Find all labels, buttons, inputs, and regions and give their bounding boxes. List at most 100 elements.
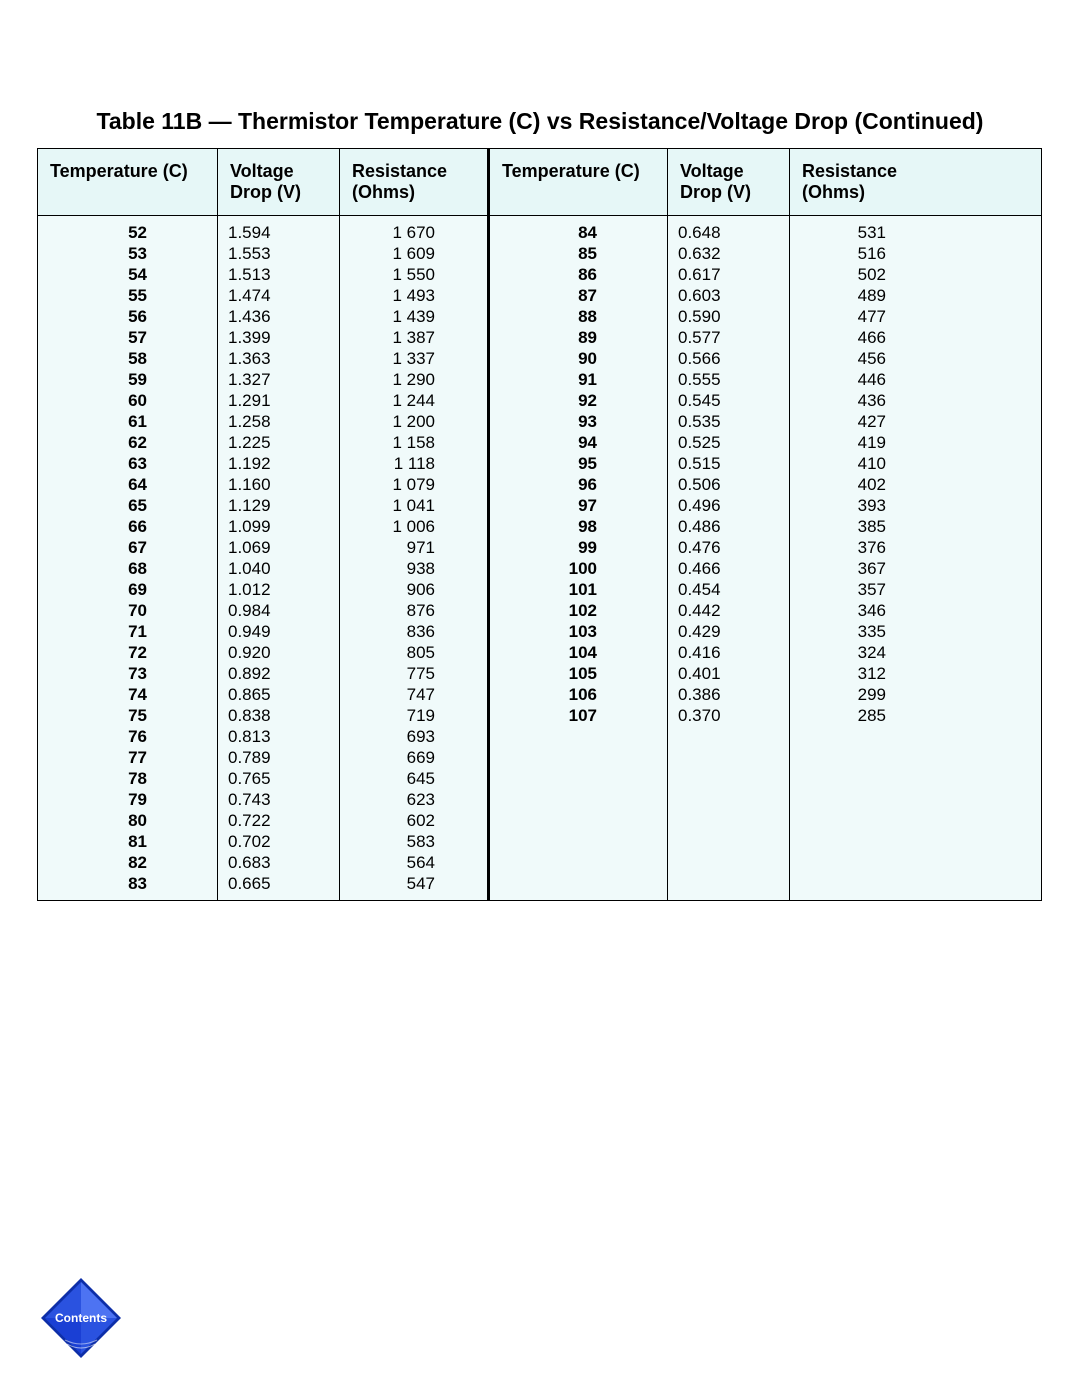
table-cell-value: 85 xyxy=(502,243,597,264)
table-cell-value: 0.476 xyxy=(678,537,779,558)
table-cell-value: 1.474 xyxy=(228,285,329,306)
table-cell-value: 102 xyxy=(502,600,597,621)
col-header-voltage-1: Voltage Drop (V) xyxy=(218,149,340,215)
table-cell-value: 1 609 xyxy=(352,243,435,264)
table-cell-value: 0.722 xyxy=(228,810,329,831)
table-cell-value: 719 xyxy=(352,705,435,726)
table-cell-value: 53 xyxy=(50,243,147,264)
table-cell-value: 99 xyxy=(502,537,597,558)
table-cell-value: 1 118 xyxy=(352,453,435,474)
table-cell-value: 0.702 xyxy=(228,831,329,852)
table-cell-value: 69 xyxy=(50,579,147,600)
table-cell-value: 0.442 xyxy=(678,600,779,621)
table-cell-value: 0.632 xyxy=(678,243,779,264)
table-cell-value: 95 xyxy=(502,453,597,474)
table-cell-value: 1.436 xyxy=(228,306,329,327)
table-cell-value: 91 xyxy=(502,369,597,390)
table-cell-value: 669 xyxy=(352,747,435,768)
table-cell-value: 419 xyxy=(802,432,886,453)
table-header-row: Temperature (C) Voltage Drop (V) Resista… xyxy=(38,149,1041,216)
table-cell-value: 1.129 xyxy=(228,495,329,516)
col-header-temperature-1: Temperature (C) xyxy=(38,149,218,215)
cell-temperature-right: 8485868788899091929394959697989910010110… xyxy=(488,216,668,900)
table-cell-value: 0.865 xyxy=(228,684,329,705)
cell-resistance-left: 1 6701 6091 5501 4931 4391 3871 3371 290… xyxy=(340,216,488,900)
table-cell-value: 81 xyxy=(50,831,147,852)
table-cell-value: 502 xyxy=(802,264,886,285)
table-cell-value: 1.594 xyxy=(228,222,329,243)
table-cell-value: 1 387 xyxy=(352,327,435,348)
table-cell-value: 410 xyxy=(802,453,886,474)
table-cell-value: 747 xyxy=(352,684,435,705)
table-cell-value: 86 xyxy=(502,264,597,285)
col-header-resistance-2: Resistance (Ohms) xyxy=(790,149,938,215)
table-cell-value: 82 xyxy=(50,852,147,873)
table-cell-value: 0.577 xyxy=(678,327,779,348)
table-cell-value: 98 xyxy=(502,516,597,537)
table-cell-value: 90 xyxy=(502,348,597,369)
table-cell-value: 0.984 xyxy=(228,600,329,621)
cell-temperature-left: 5253545556575859606162636465666768697071… xyxy=(38,216,218,900)
table-cell-value: 0.429 xyxy=(678,621,779,642)
table-cell-value: 693 xyxy=(352,726,435,747)
table-cell-value: 1.327 xyxy=(228,369,329,390)
table-cell-value: 0.555 xyxy=(678,369,779,390)
table-cell-value: 0.789 xyxy=(228,747,329,768)
table-cell-value: 466 xyxy=(802,327,886,348)
table-cell-value: 402 xyxy=(802,474,886,495)
table-cell-value: 58 xyxy=(50,348,147,369)
table-cell-value: 0.892 xyxy=(228,663,329,684)
table-cell-value: 83 xyxy=(50,873,147,894)
table-cell-value: 0.454 xyxy=(678,579,779,600)
table-cell-value: 775 xyxy=(352,663,435,684)
table-cell-value: 971 xyxy=(352,537,435,558)
table-cell-value: 0.590 xyxy=(678,306,779,327)
table-body-row: 5253545556575859606162636465666768697071… xyxy=(38,216,1041,900)
table-cell-value: 54 xyxy=(50,264,147,285)
thermistor-table: Temperature (C) Voltage Drop (V) Resista… xyxy=(37,148,1042,901)
col-header-voltage-2: Voltage Drop (V) xyxy=(668,149,790,215)
table-cell-value: 427 xyxy=(802,411,886,432)
table-cell-value: 0.920 xyxy=(228,642,329,663)
table-cell-value: 75 xyxy=(50,705,147,726)
table-cell-value: 1.225 xyxy=(228,432,329,453)
table-cell-value: 93 xyxy=(502,411,597,432)
cell-resistance-right: 5315165024894774664564464364274194104023… xyxy=(790,216,938,900)
table-cell-value: 1.553 xyxy=(228,243,329,264)
table-cell-value: 1 041 xyxy=(352,495,435,516)
table-cell-value: 0.525 xyxy=(678,432,779,453)
table-cell-value: 1 244 xyxy=(352,390,435,411)
table-cell-value: 876 xyxy=(352,600,435,621)
table-cell-value: 346 xyxy=(802,600,886,621)
table-cell-value: 72 xyxy=(50,642,147,663)
table-cell-value: 0.515 xyxy=(678,453,779,474)
table-cell-value: 602 xyxy=(352,810,435,831)
cell-voltage-left: 1.5941.5531.5131.4741.4361.3991.3631.327… xyxy=(218,216,340,900)
table-cell-value: 1.399 xyxy=(228,327,329,348)
table-cell-value: 56 xyxy=(50,306,147,327)
table-cell-value: 1.040 xyxy=(228,558,329,579)
table-cell-value: 285 xyxy=(802,705,886,726)
table-cell-value: 0.566 xyxy=(678,348,779,369)
col-header-resistance-1: Resistance (Ohms) xyxy=(340,149,488,215)
table-cell-value: 367 xyxy=(802,558,886,579)
table-cell-value: 1 079 xyxy=(352,474,435,495)
table-cell-value: 101 xyxy=(502,579,597,600)
table-cell-value: 62 xyxy=(50,432,147,453)
table-cell-value: 103 xyxy=(502,621,597,642)
table-cell-value: 65 xyxy=(50,495,147,516)
table-cell-value: 0.683 xyxy=(228,852,329,873)
table-cell-value: 1 493 xyxy=(352,285,435,306)
table-cell-value: 60 xyxy=(50,390,147,411)
table-cell-value: 0.486 xyxy=(678,516,779,537)
table-cell-value: 645 xyxy=(352,768,435,789)
table-cell-value: 59 xyxy=(50,369,147,390)
table-cell-value: 105 xyxy=(502,663,597,684)
table-cell-value: 1 550 xyxy=(352,264,435,285)
table-cell-value: 63 xyxy=(50,453,147,474)
contents-button[interactable]: Contents xyxy=(37,1274,125,1362)
table-cell-value: 1.513 xyxy=(228,264,329,285)
table-cell-value: 0.466 xyxy=(678,558,779,579)
table-cell-value: 0.370 xyxy=(678,705,779,726)
table-cell-value: 1 158 xyxy=(352,432,435,453)
